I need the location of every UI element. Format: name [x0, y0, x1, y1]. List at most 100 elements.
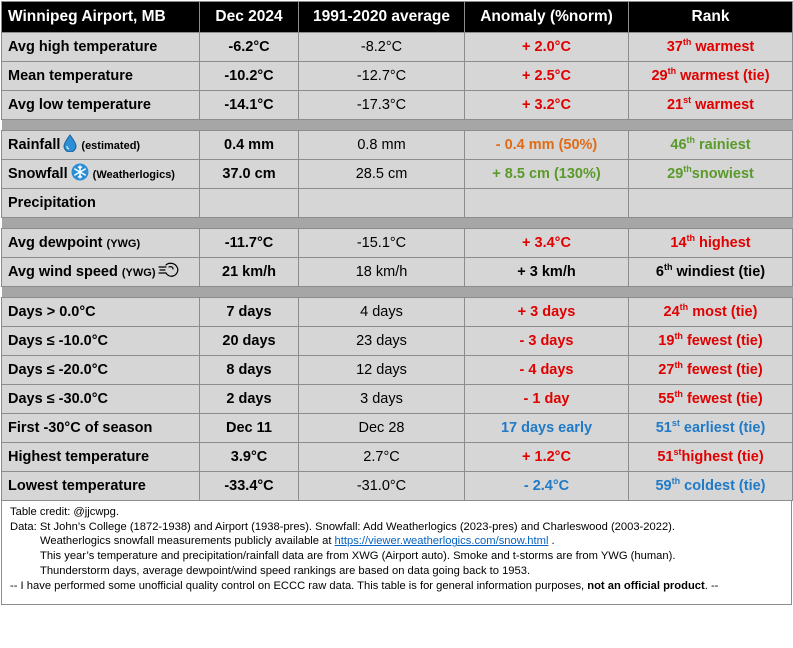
row-label: Snowfall (Weatherlogics)	[1, 159, 200, 189]
row-rank: 29thsnowiest	[628, 159, 793, 189]
rank-text: most (tie)	[688, 304, 758, 320]
label-note: (YWG)	[106, 238, 141, 250]
rank-suffix: th	[674, 389, 683, 400]
row-rank: 51st earliest (tie)	[628, 413, 793, 443]
row-average: -15.1°C	[298, 228, 465, 258]
rank-number: 6	[655, 264, 664, 280]
row-label: Days ≤ -20.0°C	[1, 355, 200, 385]
rank-text: snowiest	[691, 166, 754, 182]
row-anomaly: - 0.4 mm (50%)	[464, 130, 629, 160]
row-anomaly: - 4 days	[464, 355, 629, 385]
table-row: Days ≤ -30.0°C 2 days 3 days - 1 day 55t…	[1, 384, 793, 414]
rank-number: 21	[666, 97, 684, 113]
table-row: Rainfall (estimated) 0.4 mm 0.8 mm - 0.4…	[1, 130, 793, 160]
row-average: -31.0°C	[298, 471, 465, 501]
row-average: Dec 28	[298, 413, 465, 443]
row-average: 28.5 cm	[298, 159, 465, 189]
rank-text: rainiest	[695, 137, 751, 153]
rank-text: earliest (tie)	[679, 420, 766, 436]
row-label: Avg wind speed (YWG)	[1, 257, 200, 287]
rank-text: warmest	[691, 97, 755, 113]
credit-line: Table credit: @jjcwpg.	[10, 506, 119, 518]
rank-suffix: th	[686, 135, 696, 146]
disclaimer-bold: not an official product	[587, 579, 705, 592]
disclaimer-end: . --	[704, 579, 719, 592]
rank-suffix: th	[686, 233, 696, 244]
row-average: 2.7°C	[298, 442, 465, 472]
row-anomaly	[464, 188, 629, 218]
row-label: Avg dewpoint (YWG)	[1, 228, 200, 258]
row-label: Days > 0.0°C	[1, 297, 200, 327]
row-average: -17.3°C	[298, 90, 465, 120]
average-header: 1991-2020 average	[298, 1, 465, 33]
rank-suffix: th	[674, 360, 683, 371]
ranking-line: Thunderstorm days, average dewpoint/wind…	[40, 564, 531, 577]
section-divider	[1, 286, 793, 298]
row-value: -33.4°C	[199, 471, 299, 501]
row-rank: 24th most (tie)	[628, 297, 793, 327]
table-row: First -30°C of season Dec 11 Dec 28 17 d…	[1, 413, 793, 443]
row-anomaly: + 2.5°C	[464, 61, 629, 91]
divider-cell	[1, 119, 793, 131]
row-average: 12 days	[298, 355, 465, 385]
row-anomaly: + 3 days	[464, 297, 629, 327]
row-anomaly: + 2.0°C	[464, 32, 629, 62]
row-rank: 21st warmest	[628, 90, 793, 120]
row-value: 21 km/h	[199, 257, 299, 287]
row-rank	[628, 188, 793, 218]
row-anomaly: - 2.4°C	[464, 471, 629, 501]
row-rank: 27th fewest (tie)	[628, 355, 793, 385]
row-value: -14.1°C	[199, 90, 299, 120]
rank-number: 29	[651, 68, 668, 84]
table-row: Avg high temperature -6.2°C -8.2°C + 2.0…	[1, 32, 793, 62]
row-label: First -30°C of season	[1, 413, 200, 443]
month-header: Dec 2024	[199, 1, 299, 33]
weatherlogics-end: .	[548, 535, 555, 548]
rank-suffix: th	[671, 476, 681, 487]
row-average: -8.2°C	[298, 32, 465, 62]
row-anomaly: - 3 days	[464, 326, 629, 356]
rank-number: 19	[658, 333, 675, 349]
row-label: Avg low temperature	[1, 90, 200, 120]
row-value: -11.7°C	[199, 228, 299, 258]
row-label: Days ≤ -30.0°C	[1, 384, 200, 414]
row-anomaly: + 8.5 cm (130%)	[464, 159, 629, 189]
row-value: 7 days	[199, 297, 299, 327]
row-rank: 51sthighest (tie)	[628, 442, 793, 472]
row-label: Lowest temperature	[1, 471, 200, 501]
weatherlogics-link[interactable]: https://viewer.weatherlogics.com/snow.ht…	[334, 535, 549, 548]
row-rank: 37th warmest	[628, 32, 793, 62]
rank-text: fewest (tie)	[682, 333, 763, 349]
row-label: Mean temperature	[1, 61, 200, 91]
label-text: Avg dewpoint	[8, 235, 103, 251]
label-text: Avg wind speed	[8, 263, 118, 280]
rank-text: warmest	[691, 39, 755, 55]
water-drop-icon	[63, 134, 77, 156]
rank-text: windiest (tie)	[672, 264, 766, 280]
anomaly-header: Anomaly (%norm)	[464, 1, 629, 33]
rank-number: 29	[667, 166, 684, 182]
label-note: (Weatherlogics)	[92, 168, 175, 181]
rank-text: fewest (tie)	[682, 391, 763, 407]
rank-suffix: st	[683, 95, 692, 106]
rank-number: 59	[655, 478, 672, 494]
row-rank: 55th fewest (tie)	[628, 384, 793, 414]
row-rank: 59th coldest (tie)	[628, 471, 793, 501]
disclaimer-line: -- I have performed some unofficial qual…	[10, 579, 783, 594]
rank-number: 46	[670, 137, 687, 153]
row-value	[199, 188, 299, 218]
table-row: Snowfall (Weatherlogics) 37.0 cm 28.5 cm…	[1, 159, 793, 189]
data-source-line: Data: St John’s College (1872-1938) and …	[10, 520, 675, 533]
rank-header: Rank	[628, 1, 793, 33]
weatherlogics-line: Weatherlogics snowfall measurements publ…	[10, 534, 783, 549]
table-row: Avg dewpoint (YWG) -11.7°C -15.1°C + 3.4…	[1, 228, 793, 258]
rank-number: 51	[657, 449, 674, 465]
divider-cell	[1, 217, 793, 229]
row-value: 2 days	[199, 384, 299, 414]
row-average: 0.8 mm	[298, 130, 465, 160]
location-header: Winnipeg Airport, MB	[1, 1, 200, 33]
row-label: Highest temperature	[1, 442, 200, 472]
row-value: 20 days	[199, 326, 299, 356]
footnotes: Table credit: @jjcwpg. Data: St John’s C…	[1, 501, 792, 605]
